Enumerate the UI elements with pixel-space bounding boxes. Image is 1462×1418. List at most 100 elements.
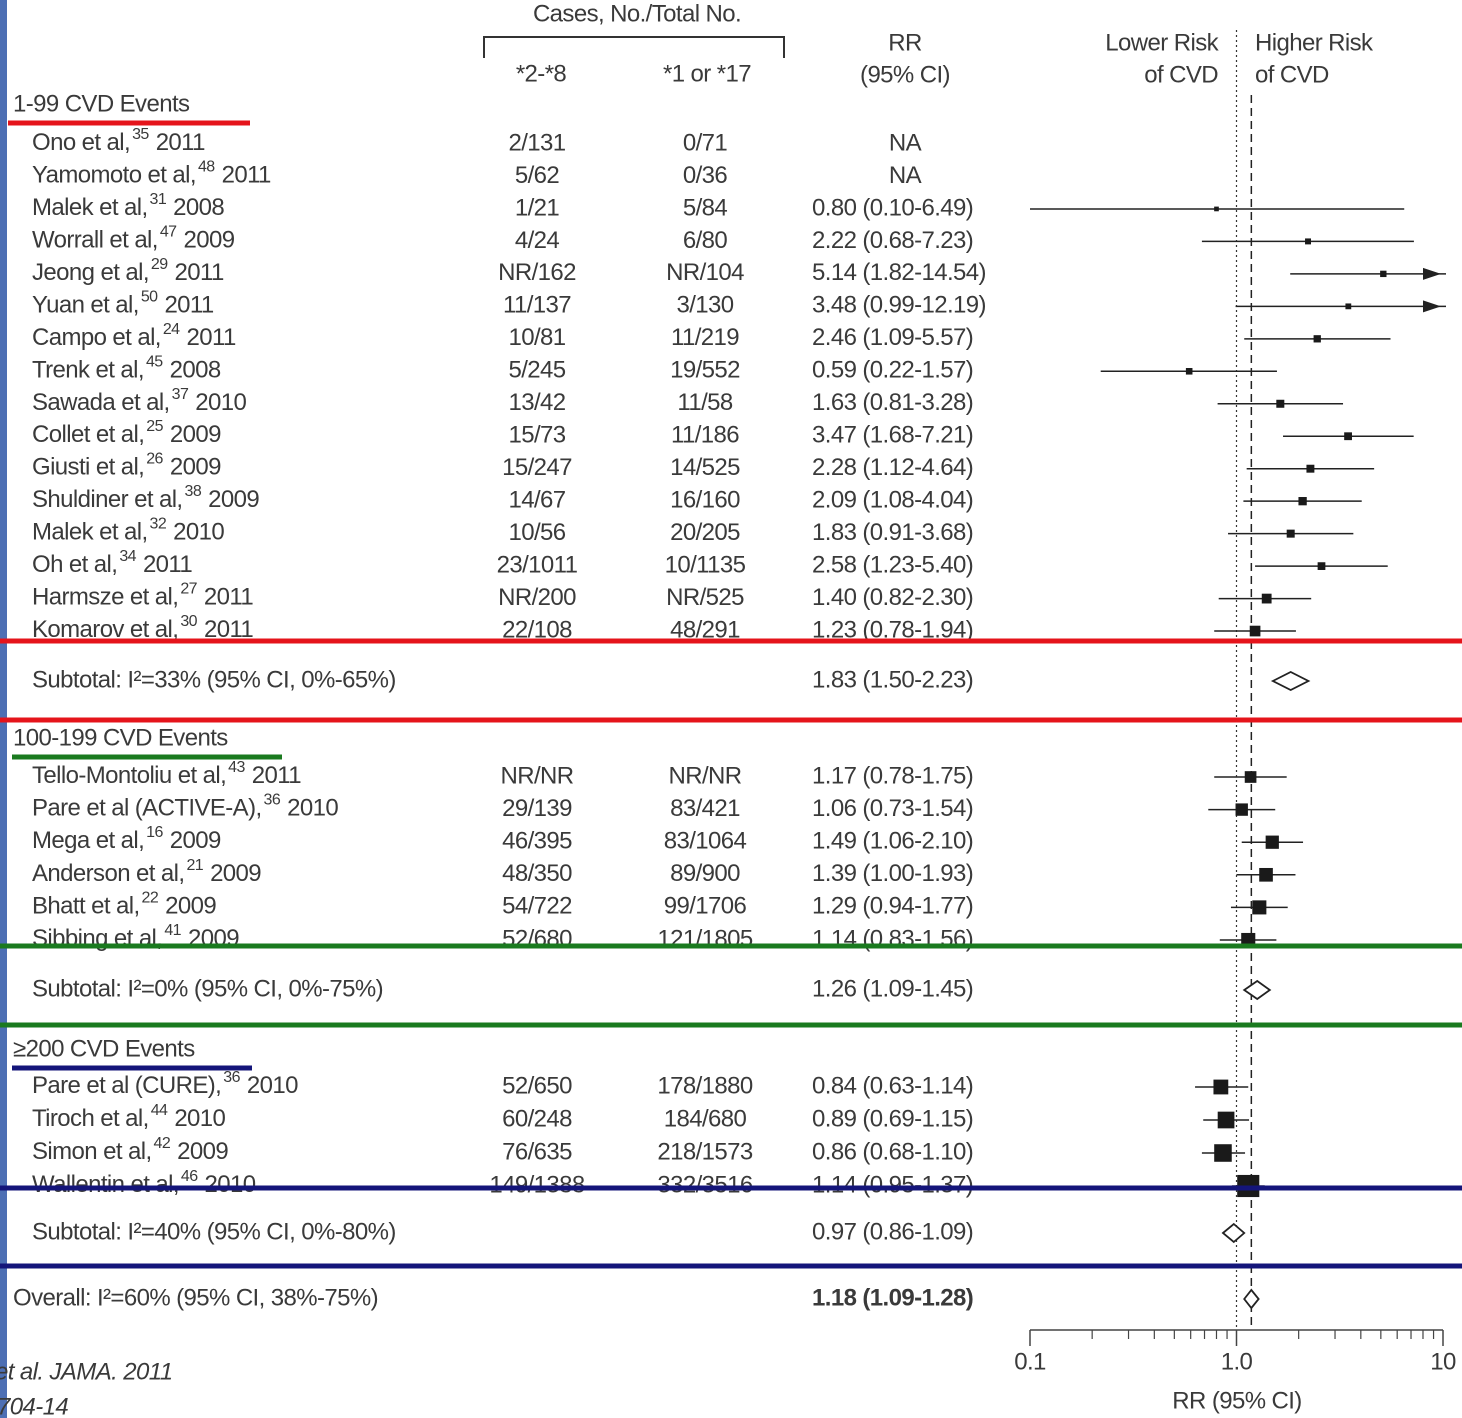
- study-ref: 47: [160, 224, 177, 241]
- header-col-a: *2-*8: [516, 60, 567, 87]
- header-lower: Lower Risk: [1105, 29, 1219, 56]
- cases-a: 5/245: [508, 357, 565, 384]
- header-col-b: *1 or *17: [663, 60, 751, 87]
- subtotal-label: Subtotal: I²=40% (95% CI, 0%-80%): [32, 1218, 396, 1245]
- study-ref: 43: [228, 759, 245, 776]
- study-name: Shuldiner et al,: [32, 487, 183, 514]
- cases-b: 11/58: [677, 389, 733, 416]
- study-year: 2009: [208, 487, 259, 514]
- rr-label: NA: [889, 129, 922, 156]
- point-estimate: [1313, 335, 1321, 343]
- study-label: Pare et al (CURE), 36 2010: [32, 1069, 298, 1099]
- point-estimate: [1259, 867, 1273, 882]
- footnote: 704-14: [0, 1393, 68, 1418]
- x-axis-label: RR (95% CI): [1172, 1387, 1301, 1414]
- cases-a: NR/162: [498, 259, 576, 286]
- rr-label: 0.86 (0.68-1.10): [812, 1138, 973, 1165]
- point-estimate: [1249, 625, 1261, 637]
- study-name: Bhatt et al,: [32, 893, 140, 920]
- study-year: 2009: [183, 227, 234, 254]
- rr-label: 1.29 (0.94-1.77): [812, 893, 973, 920]
- cases-b: 6/80: [683, 227, 728, 254]
- study-year: 2011: [175, 259, 224, 286]
- point-estimate: [1252, 900, 1267, 915]
- rr-label: 1.49 (1.06-2.10): [812, 828, 973, 855]
- cases-a: 11/137: [503, 292, 571, 319]
- study-year: 2009: [170, 454, 221, 481]
- cases-a: 15/247: [502, 454, 572, 481]
- study-ref: 45: [146, 354, 163, 371]
- summary-diamond: [1270, 670, 1311, 692]
- study-year: 2010: [287, 795, 338, 822]
- point-estimate: [1317, 562, 1326, 570]
- cases-b: 10/1135: [665, 551, 746, 578]
- overall-rr: 1.18 (1.09-1.28): [812, 1284, 973, 1311]
- study-year: 2011: [143, 551, 192, 578]
- rr-label: 1.63 (0.81-3.28): [812, 389, 973, 416]
- study-year: 2008: [170, 357, 221, 384]
- study-year: 2011: [252, 762, 301, 789]
- point-estimate: [1265, 835, 1279, 849]
- study-ref: 34: [119, 548, 136, 565]
- study-name: Jeong et al,: [32, 259, 149, 286]
- cases-b: NR/104: [666, 259, 744, 286]
- rr-label: 1.83 (0.91-3.68): [812, 519, 973, 546]
- header-higher: Higher Risk: [1255, 29, 1374, 56]
- cases-a: 29/139: [502, 795, 572, 822]
- rr-label: 2.46 (1.09-5.57): [812, 324, 973, 351]
- study-year: 2010: [247, 1072, 298, 1099]
- cases-a: 10/56: [508, 519, 565, 546]
- study-ref: 25: [146, 418, 163, 435]
- cases-b: 11/186: [671, 422, 739, 449]
- study-name: Tello-Montoliu et al,: [32, 762, 226, 789]
- x-tick-label: 0.1: [1014, 1348, 1046, 1375]
- study-ref: 46: [181, 1168, 198, 1185]
- study-label: Mega et al, 16 2009: [32, 824, 221, 854]
- study-name: Collet et al,: [32, 422, 144, 449]
- study-name: Pare et al (CURE),: [32, 1072, 221, 1099]
- study-ref: 36: [223, 1069, 240, 1086]
- header-cases: Cases, No./Total No.: [533, 0, 741, 27]
- cases-a: 5/62: [515, 162, 560, 189]
- cases-a: 52/650: [502, 1072, 572, 1099]
- cases-b: NR/525: [666, 584, 744, 611]
- ci-arrow: [1423, 300, 1441, 313]
- study-name: Tiroch et al,: [32, 1105, 149, 1132]
- header-rr: RR: [888, 29, 922, 56]
- study-label: Tiroch et al, 44 2010: [32, 1102, 226, 1132]
- study-ref: 38: [185, 483, 202, 500]
- footnote: et al. JAMA. 2011: [0, 1358, 172, 1385]
- study-label: Malek et al, 32 2010: [32, 516, 224, 546]
- study-label: Tello-Montoliu et al, 43 2011: [32, 759, 301, 789]
- study-year: 2008: [173, 194, 224, 221]
- study-name: Campo et al,: [32, 324, 161, 351]
- study-ref: 35: [132, 126, 149, 143]
- cases-a: 2/131: [508, 129, 565, 156]
- study-label: Oh et al, 34 2011: [32, 548, 192, 578]
- study-ref: 44: [151, 1102, 168, 1119]
- study-ref: 36: [264, 792, 281, 809]
- study-label: Ono et al, 35 2011: [32, 126, 205, 156]
- ci-arrow: [1423, 267, 1441, 280]
- cases-a: 13/42: [508, 389, 565, 416]
- cases-a: 54/722: [502, 893, 572, 920]
- study-label: Jeong et al, 29 2011: [32, 256, 224, 286]
- study-year: 2011: [204, 584, 253, 611]
- study-ref: 16: [146, 824, 163, 841]
- rr-label: 0.89 (0.69-1.15): [812, 1105, 973, 1132]
- study-year: 2009: [170, 828, 221, 855]
- study-ref: 37: [172, 386, 189, 403]
- study-name: Trenk et al,: [32, 357, 144, 384]
- header-lower: of CVD: [1144, 61, 1218, 88]
- study-name: Malek et al,: [32, 194, 148, 221]
- study-label: Anderson et al, 21 2009: [32, 857, 261, 887]
- summary-diamond: [1242, 979, 1272, 1001]
- cases-a: 10/81: [508, 324, 565, 351]
- study-label: Campo et al, 24 2011: [32, 321, 236, 351]
- cases-a: NR/NR: [501, 762, 574, 789]
- point-estimate: [1286, 529, 1295, 538]
- cases-a: 48/350: [502, 860, 572, 887]
- group-title: 100-199 CVD Events: [13, 724, 228, 751]
- point-estimate: [1305, 238, 1312, 245]
